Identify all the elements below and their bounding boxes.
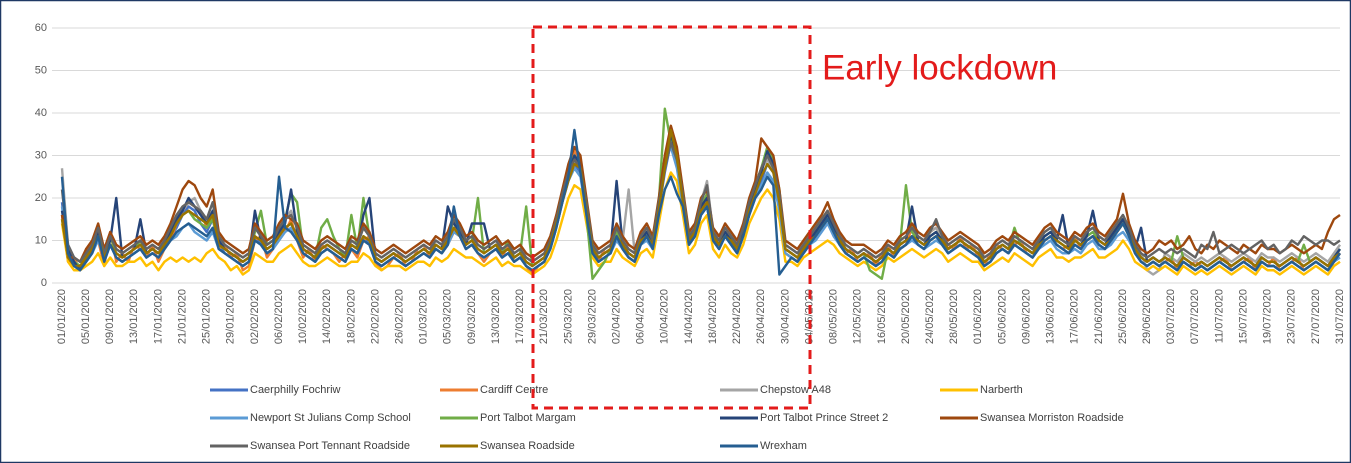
x-tick-label: 10/02/2020	[297, 289, 309, 344]
y-tick-label: 0	[41, 277, 47, 289]
lines	[60, 107, 1341, 280]
x-tick-label: 26/04/2020	[755, 289, 767, 344]
x-tick-label: 22/04/2020	[731, 289, 743, 344]
x-tick-label: 25/06/2020	[1117, 289, 1129, 344]
x-tick-label: 10/04/2020	[659, 289, 671, 344]
x-tick-label: 26/02/2020	[393, 289, 405, 344]
x-tick-label: 05/01/2020	[80, 289, 92, 344]
legend-label: Caerphilly Fochriw	[250, 384, 341, 396]
x-tick-label: 16/05/2020	[876, 289, 888, 344]
x-tick-label: 23/07/2020	[1286, 289, 1298, 344]
x-tick-label: 08/05/2020	[828, 289, 840, 344]
x-tick-label: 31/07/2020	[1334, 289, 1346, 344]
x-tick-label: 29/01/2020	[225, 289, 237, 344]
x-tick-label: 25/01/2020	[201, 289, 213, 344]
x-tick-label: 18/04/2020	[707, 289, 719, 344]
x-tick-label: 03/07/2020	[1165, 289, 1177, 344]
legend-label: Swansea Morriston Roadside	[980, 412, 1124, 424]
x-tick-label: 17/03/2020	[514, 289, 526, 344]
x-tick-label: 21/03/2020	[538, 289, 550, 344]
x-tick-label: 05/03/2020	[442, 289, 454, 344]
x-tick-label: 21/01/2020	[176, 289, 188, 344]
y-tick-label: 20	[35, 192, 47, 204]
x-tick-label: 07/07/2020	[1189, 289, 1201, 344]
x-tick-label: 12/05/2020	[852, 289, 864, 344]
legend-label: Wrexham	[760, 440, 807, 452]
series-line	[60, 171, 1341, 276]
legend-label: Port Talbot Margam	[480, 412, 576, 424]
x-tick-label: 09/01/2020	[104, 289, 116, 344]
x-tick-label: 30/04/2020	[779, 289, 791, 344]
lockdown-box	[531, 25, 812, 410]
legend-label: Swansea Roadside	[480, 440, 575, 452]
legend-label: Narberth	[980, 384, 1023, 396]
annotation: Early lockdown	[822, 48, 1057, 87]
x-tick-label: 01/01/2020	[56, 289, 68, 344]
y-tick-label: 10	[35, 234, 47, 246]
x-tick-label: 11/07/2020	[1213, 289, 1225, 343]
x-tick-label: 09/03/2020	[466, 289, 478, 344]
x-tick-label: 01/03/2020	[418, 289, 430, 344]
x-tick-label: 21/06/2020	[1093, 289, 1105, 344]
x-tick-label: 09/06/2020	[1020, 289, 1032, 344]
legend-label: Swansea Port Tennant Roadside	[250, 440, 410, 452]
y-tick-label: 40	[35, 107, 47, 119]
x-tick-label: 18/02/2020	[345, 289, 357, 344]
y-tick-label: 60	[35, 22, 47, 34]
x-tick-label: 06/04/2020	[635, 289, 647, 344]
x-tick-label: 29/03/2020	[586, 289, 598, 344]
x-tick-label: 06/02/2020	[273, 289, 285, 344]
x-tick-label: 29/06/2020	[1141, 289, 1153, 344]
x-tick-label: 02/02/2020	[249, 289, 261, 344]
x-tick-label: 13/01/2020	[128, 289, 140, 344]
x-tick-label: 19/07/2020	[1262, 289, 1274, 344]
legend-label: Newport St Julians Comp School	[250, 412, 411, 424]
x-tick-label: 15/07/2020	[1237, 289, 1249, 344]
x-tick-label: 17/01/2020	[152, 289, 164, 344]
x-tick-label: 27/07/2020	[1310, 289, 1322, 344]
series-line	[60, 128, 1341, 276]
labels: 0 10 20 30 40 50 60 01/01/2020 05/01/2020 09/01/2…	[35, 22, 1346, 344]
x-tick-label: 25/03/2020	[562, 289, 574, 344]
x-tick-label: 14/02/2020	[321, 289, 333, 344]
x-tick-label: 14/04/2020	[683, 289, 695, 344]
legend: Caerphilly Fochriw Cardiff Centre Chepstow…	[210, 384, 1124, 452]
x-tick-label: 01/06/2020	[972, 289, 984, 344]
x-tick-label: 13/06/2020	[1045, 289, 1057, 344]
x-tick-label: 13/03/2020	[490, 289, 502, 344]
x-tick-label: 24/05/2020	[924, 289, 936, 344]
y-tick-label: 50	[35, 64, 47, 76]
x-tick-label: 20/05/2020	[900, 289, 912, 344]
x-tick-label: 02/04/2020	[611, 289, 623, 344]
legend-label: Cardiff Centre	[480, 384, 548, 396]
x-tick-label: 05/06/2020	[996, 289, 1008, 344]
x-tick-label: 17/06/2020	[1069, 289, 1081, 344]
x-tick-label: 04/05/2020	[803, 289, 815, 344]
y-tick-label: 30	[35, 149, 47, 161]
x-tick-label: 28/05/2020	[948, 289, 960, 344]
legend-label: Chepstow A48	[760, 384, 831, 396]
legend-label: Port Talbot Prince Street 2	[760, 412, 888, 424]
x-tick-label: 22/02/2020	[369, 289, 381, 344]
